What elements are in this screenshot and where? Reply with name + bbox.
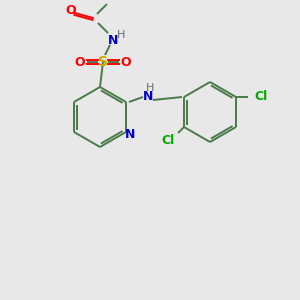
Text: H: H <box>146 83 154 93</box>
Text: H: H <box>117 30 125 40</box>
Text: O: O <box>121 56 131 68</box>
Text: S: S <box>98 55 108 69</box>
Text: N: N <box>143 91 153 103</box>
Text: Cl: Cl <box>161 134 175 148</box>
Text: O: O <box>66 4 76 17</box>
Text: Cl: Cl <box>254 91 268 103</box>
Text: N: N <box>125 128 135 142</box>
Text: O: O <box>75 56 85 68</box>
Text: N: N <box>108 34 118 46</box>
